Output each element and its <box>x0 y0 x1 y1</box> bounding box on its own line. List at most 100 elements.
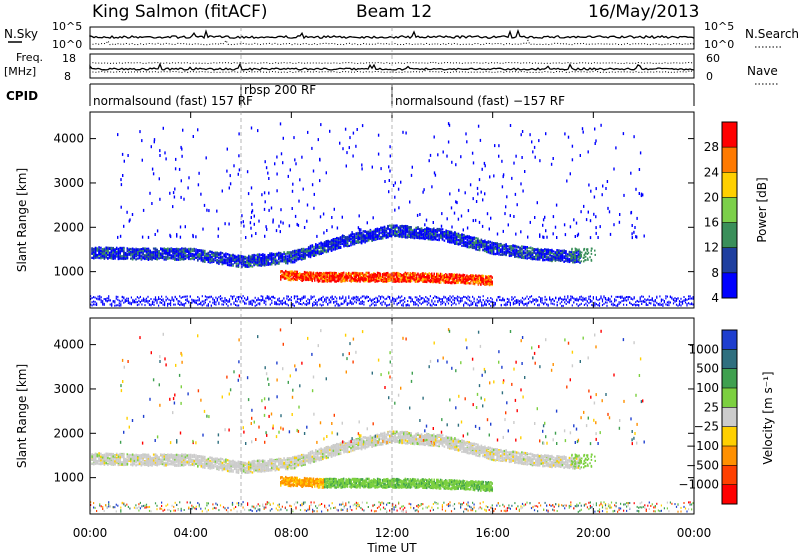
range-gate-cell <box>452 239 454 241</box>
range-gate-cell <box>437 274 439 276</box>
range-gate-cell <box>353 278 355 280</box>
range-gate-cell <box>412 272 414 274</box>
range-gate-cell <box>498 252 500 254</box>
freq-tick-bottom: 8 <box>64 70 71 83</box>
range-gate-cell <box>151 255 153 257</box>
range-gate-cell <box>530 252 532 254</box>
range-gate-cell <box>128 253 130 255</box>
range-gate-cell <box>222 256 224 258</box>
range-gate-cell <box>181 251 183 253</box>
range-gate-cell <box>579 261 581 263</box>
range-gate-cell <box>377 272 379 274</box>
range-gate-cell <box>190 251 192 253</box>
range-gate-cell <box>315 243 317 245</box>
range-gate-cell <box>421 227 423 229</box>
range-gate-cell <box>285 262 287 264</box>
range-gate-cell <box>428 228 430 230</box>
range-gate-cell <box>440 228 442 230</box>
range-gate-cell <box>195 253 197 255</box>
range-gate-cell <box>570 251 572 253</box>
range-gate-cell <box>548 249 550 251</box>
range-gate-cell <box>308 247 310 249</box>
range-gate-cell <box>334 280 336 282</box>
range-gate-cell <box>565 257 567 259</box>
range-gate-cell <box>562 256 564 258</box>
range-gate-cell <box>230 255 232 257</box>
range-gate-cell <box>423 236 425 238</box>
range-gate-cell <box>319 272 321 274</box>
range-gate-cell <box>234 257 236 259</box>
range-gate-cell <box>267 259 269 261</box>
range-gate-cell <box>428 233 430 235</box>
range-gate-cell <box>266 257 268 259</box>
range-gate-cell <box>482 249 484 251</box>
range-gate-cell <box>204 250 206 252</box>
cpid-segment-label: normalsound (fast) −157 RF <box>395 94 565 108</box>
range-gate-cell <box>495 253 497 255</box>
range-gate-cell <box>477 246 479 248</box>
range-gate-cell <box>153 257 155 259</box>
range-gate-cell <box>393 233 395 235</box>
range-gate-cell <box>479 249 481 251</box>
range-gate-cell <box>558 252 560 254</box>
range-gate-cell <box>174 259 176 261</box>
range-gate-cell <box>437 231 439 233</box>
range-gate-cell <box>320 253 322 255</box>
range-gate-cell <box>312 250 314 252</box>
range-gate-cell <box>445 234 447 236</box>
cpid-label: CPID <box>6 89 38 103</box>
range-gate-cell <box>289 260 291 262</box>
range-gate-cell <box>345 240 347 242</box>
range-gate-cell <box>250 258 252 260</box>
range-gate-cell <box>201 259 203 261</box>
range-gate-cell <box>430 230 432 232</box>
range-gate-cell <box>294 261 296 263</box>
range-gate-cell <box>259 258 261 260</box>
range-gate-cell <box>416 274 418 276</box>
range-gate-cell <box>410 226 412 228</box>
range-gate-cell <box>412 229 414 231</box>
range-gate-cell <box>216 259 218 261</box>
range-gate-cell <box>234 259 236 261</box>
range-gate-cell <box>447 241 449 243</box>
range-gate-cell <box>368 236 370 238</box>
range-gate-cell <box>383 273 385 275</box>
range-gate-cell <box>253 258 255 260</box>
range-gate-cell <box>300 276 302 278</box>
range-gate-cell <box>440 275 442 277</box>
range-gate-cell <box>156 251 158 253</box>
range-gate-cell <box>518 255 520 257</box>
range-gate-cell <box>93 257 95 259</box>
nave-label: Nave <box>747 64 778 78</box>
range-gate-cell <box>414 232 416 234</box>
range-gate-cell <box>444 240 446 242</box>
range-gate-cell <box>246 257 248 259</box>
range-gate-cell <box>502 247 504 249</box>
range-gate-cell <box>438 228 440 230</box>
range-gate-cell <box>178 259 180 261</box>
range-gate-cell <box>410 236 412 238</box>
range-gate-cell <box>537 254 539 256</box>
range-gate-cell <box>394 228 396 230</box>
range-gate-cell <box>209 254 211 256</box>
range-gate-cell <box>149 250 151 252</box>
range-gate-cell <box>364 277 366 279</box>
range-gate-cell <box>119 256 121 258</box>
range-gate-cell <box>285 273 287 275</box>
range-gate-cell <box>363 237 365 239</box>
range-gate-cell <box>322 250 324 252</box>
range-gate-cell <box>323 273 325 275</box>
range-gate-cell <box>328 280 330 282</box>
range-gate-cell <box>299 258 301 260</box>
range-gate-cell <box>489 252 491 254</box>
range-gate-cell <box>286 273 288 275</box>
nsearch-tick-bottom: 10^0 <box>704 38 734 51</box>
range-gate-cell <box>338 244 340 246</box>
range-gate-cell <box>232 255 234 257</box>
range-gate-cell <box>324 249 326 251</box>
range-gate-cell <box>213 260 215 262</box>
range-gate-cell <box>306 254 308 256</box>
range-gate-cell <box>412 276 414 278</box>
range-gate-cell <box>498 245 500 247</box>
range-gate-cell <box>429 272 431 274</box>
